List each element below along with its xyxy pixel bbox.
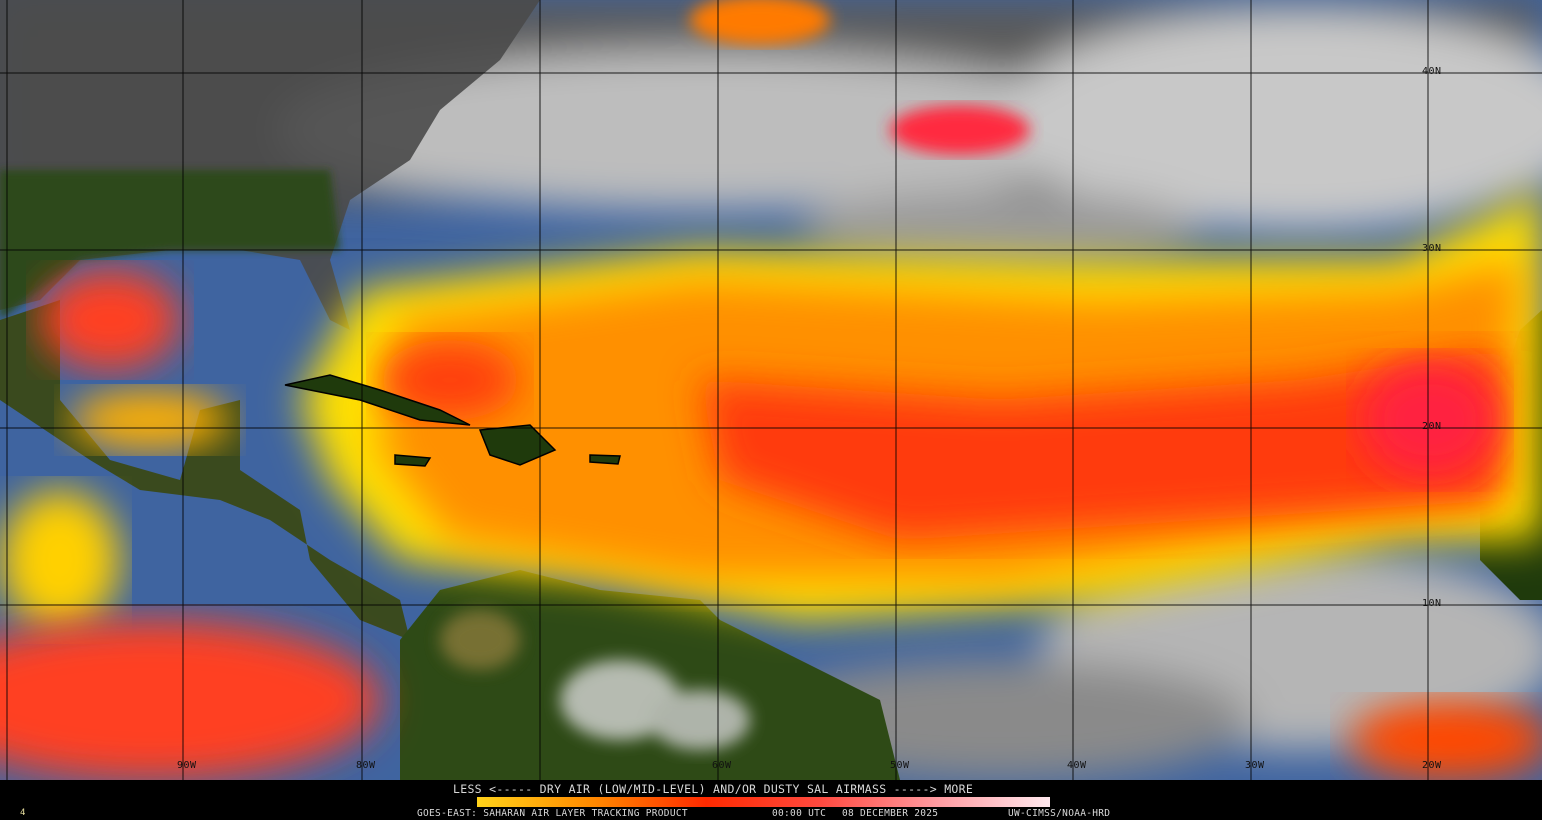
color-scale-bar	[477, 797, 1050, 807]
product-date: 08 DECEMBER 2025	[842, 808, 939, 819]
product-time: 00:00 UTC	[772, 808, 827, 819]
lat-label-30n: 30N	[1422, 243, 1442, 254]
lat-label-40n: 40N	[1422, 66, 1442, 77]
lat-lon-grid	[0, 0, 1542, 780]
lon-label-30w: 30W	[1245, 760, 1265, 771]
lat-label-20n: 20N	[1422, 421, 1442, 432]
central-america-land	[0, 300, 410, 640]
caribbean-islands	[284, 374, 621, 467]
lon-label-90w: 90W	[177, 760, 197, 771]
lon-label-20w: 20W	[1422, 760, 1442, 771]
product-name: GOES-EAST: SAHARAN AIR LAYER TRACKING PR…	[417, 808, 688, 819]
sal-satellite-map	[0, 0, 1542, 780]
frame-number: 4	[20, 808, 26, 818]
lat-label-10n: 10N	[1422, 598, 1442, 609]
legend-title: LESS <----- DRY AIR (LOW/MID-LEVEL) AND/…	[453, 782, 974, 796]
product-credit: UW-CIMSS/NOAA-HRD	[1008, 808, 1111, 819]
lon-label-50w: 50W	[890, 760, 910, 771]
lon-label-60w: 60W	[712, 760, 732, 771]
lon-label-80w: 80W	[356, 760, 376, 771]
lon-label-40w: 40W	[1067, 760, 1087, 771]
sal-plume	[0, 0, 1542, 780]
